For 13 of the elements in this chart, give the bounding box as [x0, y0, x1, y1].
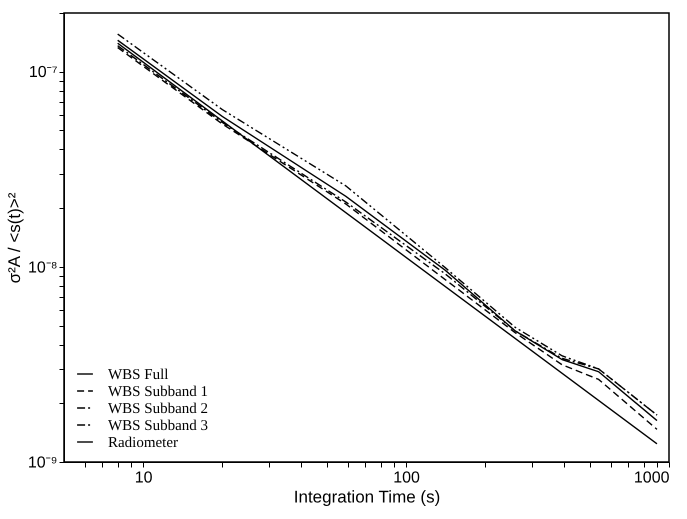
legend-label: WBS Subband 1 — [108, 384, 208, 400]
legend-label: WBS Subband 3 — [108, 418, 208, 434]
legend-label: WBS Subband 2 — [108, 401, 208, 417]
legend-label: Radiometer — [108, 435, 178, 451]
x-tick-label: 100 — [393, 470, 420, 486]
legend-label: WBS Full — [108, 367, 168, 383]
x-tick-label: 1000 — [634, 470, 670, 486]
y-tick-label: 10⁻⁸ — [28, 259, 58, 276]
y-tick-label: 10⁻⁷ — [28, 64, 58, 82]
y-tick-label: 10⁻⁹ — [28, 454, 58, 472]
x-axis-title: Integration Time (s) — [294, 488, 440, 506]
x-tick-label: 10 — [134, 470, 153, 486]
y-axis-title: σ²A / <s(t)>² — [4, 192, 24, 284]
